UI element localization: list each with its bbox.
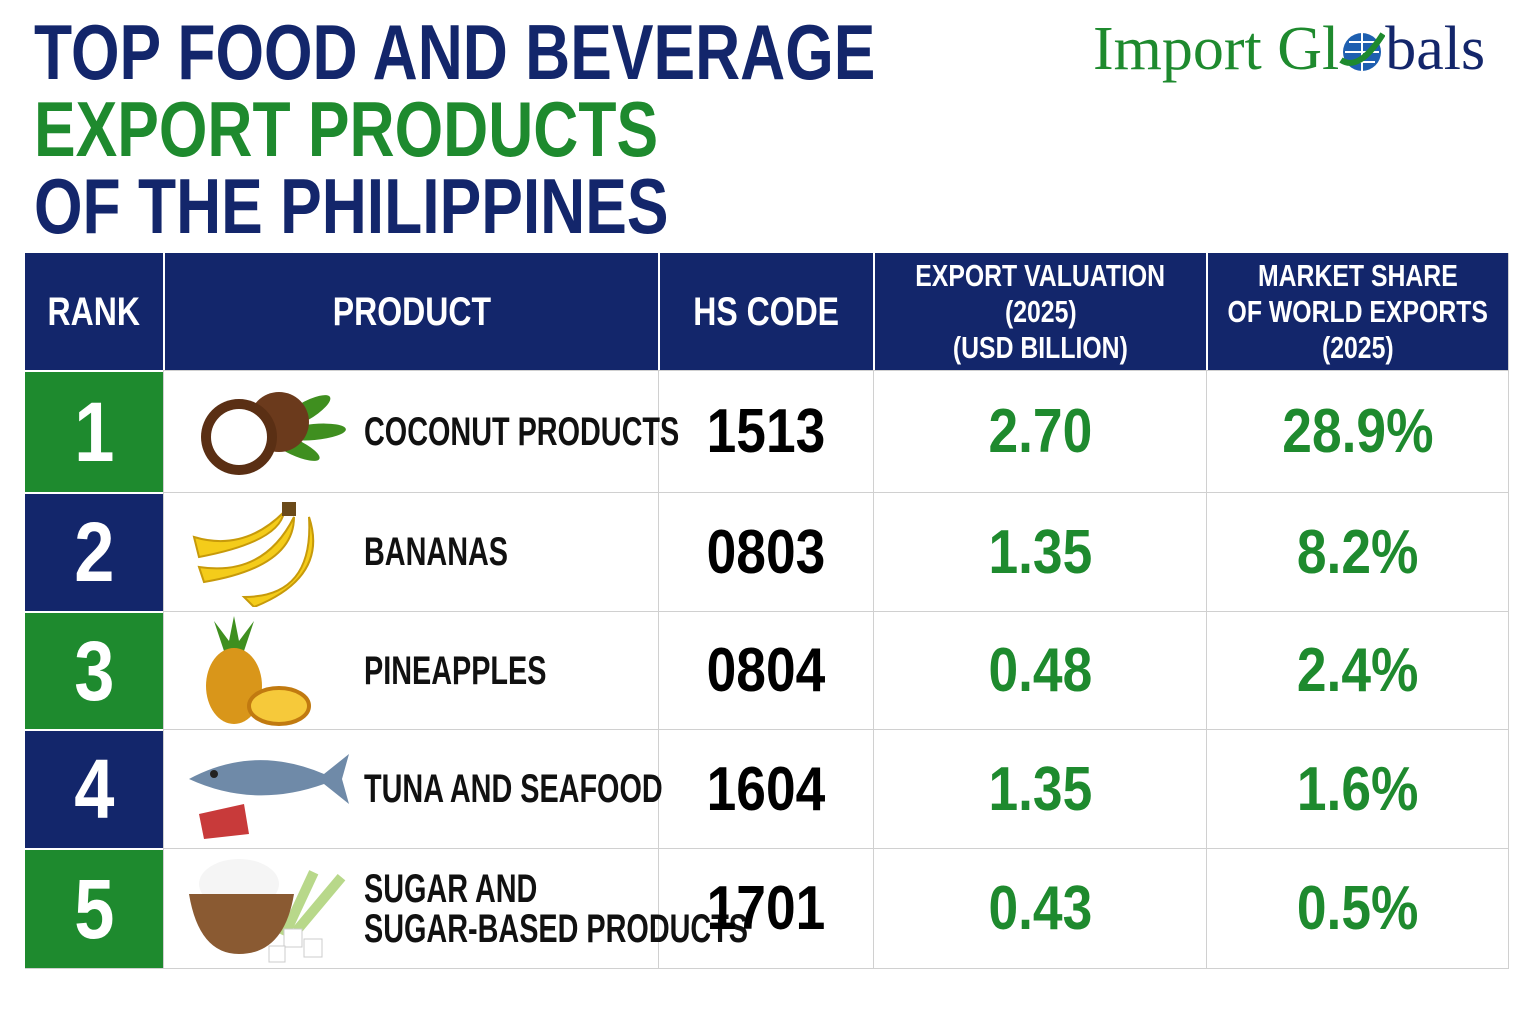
- hs-code: 0803: [706, 517, 826, 587]
- header-text: (USD BILLION): [953, 329, 1128, 365]
- export-value: 0.43: [988, 874, 1092, 943]
- fish: [189, 754, 349, 804]
- rank-cell: 2: [25, 492, 163, 611]
- export-value-cell: 1.35: [873, 492, 1206, 611]
- stem: [282, 502, 296, 516]
- sugar-icon: [189, 858, 346, 962]
- hs-code-cell: 1604: [658, 729, 873, 848]
- header-text: (2025): [1004, 293, 1077, 329]
- export-value: 1.35: [988, 754, 1092, 824]
- logo-globe: [1339, 31, 1386, 71]
- product-line: SUGAR AND: [364, 866, 538, 911]
- pineapple-icon: [206, 615, 311, 726]
- title: TOP FOOD AND BEVERAGE EXPORT PRODUCTS OF…: [34, 8, 876, 250]
- logo-text: bals: [1385, 15, 1486, 83]
- product-name: COCONUT PRODUCTS: [364, 412, 802, 452]
- product-line: COCONUT PRODUCTS: [364, 409, 680, 454]
- header-cell: RANK: [25, 253, 163, 370]
- header-text: HS CODE: [693, 289, 840, 334]
- product-cell: PINEAPPLES: [163, 611, 658, 729]
- export-value: 1.35: [988, 517, 1092, 587]
- product-name: SUGAR AND SUGAR-BASED PRODUCTS: [364, 869, 897, 949]
- product-name: TUNA AND SEAFOOD: [364, 769, 779, 809]
- banana-icon: [192, 502, 315, 607]
- header-cell: MARKET SHARE OF WORLD EXPORTS (2025): [1206, 253, 1508, 370]
- rank-cell: 3: [25, 611, 163, 729]
- bowl: [189, 893, 294, 954]
- logo: Import Gl bals: [1093, 14, 1485, 85]
- market-share: 8.2%: [1296, 517, 1419, 587]
- header-text: EXPORT VALUATION: [915, 257, 1166, 293]
- hs-code-cell: 1701: [658, 848, 873, 968]
- product-line: BANANAS: [364, 530, 508, 574]
- market-share: 1.6%: [1296, 754, 1419, 824]
- product-cell: BANANAS: [163, 492, 658, 611]
- market-share: 28.9%: [1281, 397, 1434, 466]
- rank-cell: 5: [25, 848, 163, 968]
- market-share-cell: 0.5%: [1206, 848, 1508, 968]
- cane: [279, 869, 346, 938]
- market-share: 0.5%: [1296, 874, 1419, 943]
- market-share-cell: 1.6%: [1206, 729, 1508, 848]
- header-text: (2025): [1322, 329, 1394, 365]
- header-text: PRODUCT: [332, 289, 491, 334]
- rank-cell: 1: [25, 370, 163, 492]
- title-line: TOP FOOD AND BEVERAGE: [34, 8, 876, 96]
- product-cell: TUNA AND SEAFOOD: [163, 729, 663, 848]
- rank: 4: [73, 742, 115, 836]
- tuna-icon: [189, 754, 349, 839]
- table: RANK PRODUCT HS CODE EXPORT VALUATION (20…: [25, 253, 1509, 969]
- hs-code: 1513: [706, 397, 826, 466]
- eye: [210, 770, 218, 778]
- coconut-flesh: [211, 408, 267, 465]
- product-line: SUGAR-BASED PRODUCTS: [364, 906, 749, 951]
- market-share-cell: 8.2%: [1206, 492, 1508, 611]
- hs-code-cell: 0804: [658, 611, 873, 729]
- product-name: PINEAPPLES: [364, 651, 617, 691]
- rank: 3: [73, 623, 115, 718]
- product-line: TUNA AND SEAFOOD: [364, 767, 663, 811]
- header-text: RANK: [47, 289, 141, 334]
- header-cell: PRODUCT: [163, 253, 658, 370]
- export-value-cell: 0.43: [873, 848, 1206, 968]
- logo-text: Import Gl: [1093, 15, 1340, 83]
- export-value: 0.48: [988, 636, 1092, 705]
- coconut-icon: [201, 391, 346, 475]
- header-cell: HS CODE: [658, 253, 873, 370]
- hs-code: 1604: [706, 754, 826, 824]
- rank-cell: 4: [25, 729, 163, 848]
- hs-code: 0804: [706, 636, 826, 705]
- market-share-cell: 2.4%: [1206, 611, 1508, 729]
- export-value-cell: 0.48: [873, 611, 1206, 729]
- title-line: EXPORT PRODUCTS: [34, 85, 659, 173]
- market-share: 2.4%: [1296, 636, 1419, 705]
- pineapple-slice: [247, 685, 311, 726]
- export-value: 2.70: [988, 397, 1092, 466]
- product-line: PINEAPPLES: [364, 648, 547, 693]
- rank: 1: [73, 384, 115, 479]
- crown: [214, 615, 254, 651]
- rank: 2: [73, 505, 115, 599]
- cubes: [268, 928, 323, 962]
- header-cell: EXPORT VALUATION (2025) (USD BILLION): [873, 253, 1206, 370]
- product-cell: SUGAR AND SUGAR-BASED PRODUCTS: [163, 848, 748, 968]
- title-line: OF THE PHILIPPINES: [34, 162, 669, 250]
- header-text: OF WORLD EXPORTS: [1227, 293, 1489, 329]
- header-text: MARKET SHARE: [1258, 257, 1458, 293]
- export-value-cell: 2.70: [873, 370, 1206, 492]
- export-value-cell: 1.35: [873, 729, 1206, 848]
- rank: 5: [73, 861, 115, 956]
- hs-code-cell: 1513: [658, 370, 873, 492]
- hs-code: 1701: [706, 874, 826, 943]
- product-cell: COCONUT PRODUCTS: [163, 370, 679, 492]
- bananas: [192, 509, 315, 607]
- tuna-steak: [199, 804, 249, 839]
- product-name: BANANAS: [364, 532, 564, 572]
- market-share-cell: 28.9%: [1206, 370, 1508, 492]
- hs-code-cell: 0803: [658, 492, 873, 611]
